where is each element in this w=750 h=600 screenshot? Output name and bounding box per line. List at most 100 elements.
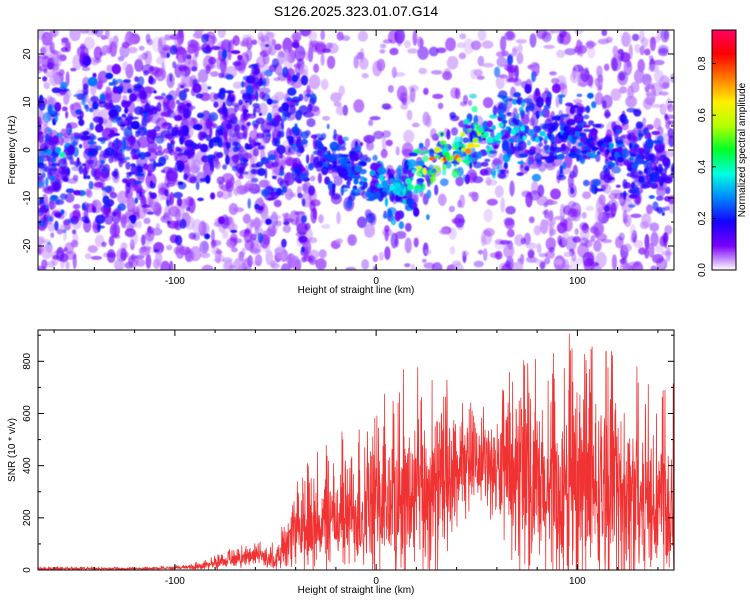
- spectrogram-cell: [341, 184, 347, 189]
- spectrogram-cell: [278, 106, 283, 112]
- spectrogram-cell: [345, 163, 352, 168]
- spectrogram-cell: [465, 148, 472, 154]
- spectrogram-cell: [140, 90, 147, 100]
- spectrogram-cell: [525, 242, 538, 249]
- spectrogram-cell: [169, 99, 176, 110]
- spectrogram-cell: [347, 234, 357, 246]
- spectrogram-cell: [326, 123, 330, 130]
- spectrogram-cell: [274, 43, 282, 51]
- spectrogram-cell: [282, 37, 293, 54]
- spectrogram-cell: [288, 253, 293, 270]
- spectrogram-cell: [501, 119, 508, 124]
- spectrogram-cell: [54, 55, 63, 68]
- spectrogram-cell: [550, 30, 560, 34]
- spectrogram-cell: [481, 235, 487, 247]
- spectrogram-cell: [213, 93, 219, 100]
- spectrogram-cell: [498, 122, 504, 128]
- spectrogram-cell: [616, 129, 621, 134]
- spectrogram-cell: [166, 94, 173, 101]
- spectrogram-cell: [411, 122, 420, 128]
- spectrogram-cell: [249, 130, 259, 141]
- spectrogram-cell: [506, 64, 517, 74]
- x-tick-label: -100: [165, 576, 185, 587]
- spectrogram-cell: [660, 30, 670, 43]
- spectrogram-cell: [506, 229, 515, 238]
- spectrogram-cell: [166, 244, 173, 251]
- spectrogram-cell: [387, 85, 394, 93]
- spectrogram-cell: [100, 159, 105, 165]
- spectrogram-cell: [69, 30, 81, 42]
- spectrogram-cell: [569, 71, 580, 84]
- spectrogram-cell: [173, 38, 182, 45]
- spectrogram-cell: [119, 44, 130, 58]
- spectrogram-cell: [277, 50, 286, 65]
- spectrogram-cell: [363, 134, 376, 144]
- spectrogram-cell: [398, 221, 405, 230]
- spectrogram-cell: [632, 137, 639, 142]
- spectrogram-cell: [60, 46, 68, 53]
- spectrogram-cell: [544, 135, 548, 141]
- spectrogram-cell: [307, 103, 313, 113]
- spectrogram-cell: [199, 131, 203, 141]
- spectrogram-cell: [231, 247, 238, 253]
- spectrogram-cell: [295, 110, 302, 121]
- spectrogram-cell: [94, 30, 104, 38]
- spectrogram-y-label: Frequency (Hz): [7, 116, 18, 185]
- spectrogram-cell: [124, 107, 129, 114]
- spectrogram-cell: [226, 122, 233, 130]
- spectrogram-cell: [71, 229, 77, 235]
- spectrogram-cell: [629, 152, 637, 157]
- spectrogram-cell: [455, 176, 464, 187]
- spectrogram-cell: [516, 52, 524, 65]
- spectrogram-cell: [625, 263, 630, 269]
- spectrogram-cell: [198, 83, 209, 96]
- spectrogram-cell: [213, 151, 219, 163]
- spectrogram-cell: [230, 96, 235, 103]
- spectrogram-cell: [56, 228, 63, 235]
- spectrogram-cell: [298, 235, 308, 243]
- spectrogram-cell: [267, 154, 277, 161]
- spectrogram-cell: [480, 161, 489, 167]
- spectrogram-cell: [575, 39, 582, 56]
- spectrogram-cell: [652, 140, 663, 144]
- snr-x-ticks: -100 0 100: [53, 330, 659, 587]
- spectrogram-cell: [604, 161, 614, 165]
- spectrogram-cell: [233, 207, 245, 213]
- spectrogram-cell: [517, 43, 523, 54]
- spectrogram-cell: [265, 31, 275, 42]
- spectrogram-cell: [572, 136, 578, 141]
- spectrogram-cell: [377, 166, 387, 175]
- spectrogram-cell: [513, 92, 521, 98]
- spectrogram-cell: [237, 54, 243, 61]
- spectrogram-cell: [50, 232, 55, 239]
- spectrogram-cell: [628, 44, 633, 60]
- spectrogram-cell: [437, 102, 444, 110]
- spectrogram-cell: [225, 74, 234, 80]
- spectrogram-cell: [300, 64, 309, 75]
- spectrogram-cell: [575, 131, 579, 137]
- spectrogram-cell: [264, 69, 273, 77]
- spectrogram-cell: [372, 154, 378, 161]
- spectrogram-cell: [131, 148, 141, 156]
- spectrogram-cell: [417, 36, 424, 48]
- spectrogram-cell: [113, 259, 125, 270]
- spectrogram-cell: [331, 147, 337, 154]
- spectrogram-cell: [237, 175, 244, 180]
- spectrogram-cell: [428, 164, 434, 170]
- spectrogram-cell: [277, 177, 284, 185]
- spectrogram-cell: [361, 259, 370, 270]
- spectrogram-cell: [403, 129, 415, 144]
- spectrogram-cell: [191, 161, 199, 171]
- spectrogram-cell: [448, 205, 455, 213]
- spectrogram-cell: [183, 112, 190, 119]
- spectrogram-cell: [134, 182, 143, 194]
- spectrogram-cell: [153, 90, 157, 94]
- spectrogram-cell: [249, 139, 257, 148]
- spectrogram-cell: [515, 39, 527, 44]
- spectrogram-cell: [634, 43, 641, 54]
- spectrogram-cell: [457, 199, 462, 208]
- spectrogram-cell: [463, 38, 474, 55]
- spectrogram-cell: [596, 150, 601, 156]
- spectrogram-cell: [161, 92, 166, 97]
- spectrogram-cell: [216, 176, 225, 185]
